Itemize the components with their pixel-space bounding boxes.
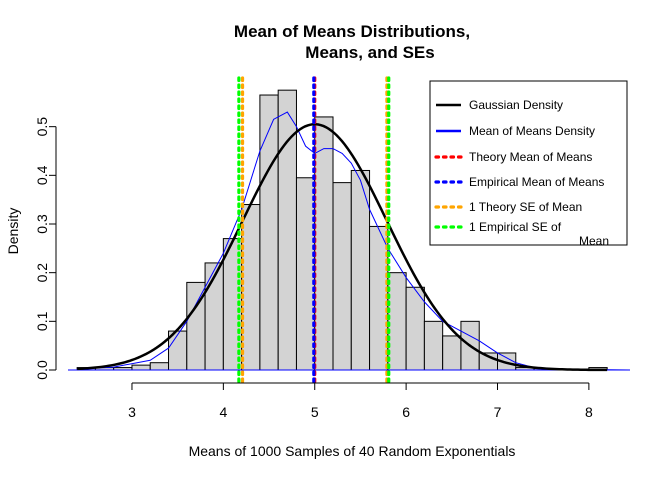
x-tick-label-2: 5	[311, 404, 319, 420]
histogram-bar-4	[149, 362, 170, 371]
legend: Gaussian Density Mean of Means Density The…	[429, 80, 628, 248]
legend-label-3: Empirical Mean of Means	[469, 175, 604, 189]
histogram-bar-18	[405, 286, 425, 371]
histogram-bar-10	[259, 94, 279, 371]
legend-label-5-line2: Mean	[579, 234, 609, 248]
histogram-bar-16	[369, 225, 389, 371]
x-tick-label-0: 3	[128, 404, 136, 420]
x-tick-label-3: 6	[402, 404, 410, 420]
histogram-bar-12	[295, 177, 316, 371]
legend-label-4: 1 Theory SE of Mean	[469, 200, 582, 214]
histogram-bar-17	[387, 272, 407, 371]
axes-layer: 3 4 5 6 7 8 0.0 0.1 0.2 0.3 0.4 0.5	[34, 117, 593, 420]
y-tick-label-3: 0.3	[34, 214, 50, 234]
histogram-bar-14	[332, 182, 352, 371]
histogram-bar-3	[131, 364, 151, 371]
histogram-bar-20	[442, 335, 462, 371]
x-tick-label-4: 7	[494, 404, 502, 420]
y-tick-label-5: 0.5	[34, 117, 50, 137]
y-tick-label-0: 0.0	[34, 360, 50, 380]
y-tick-label-4: 0.4	[34, 165, 50, 185]
chart-title-line1: Mean of Means Distributions,	[234, 22, 470, 41]
x-tick-label-5: 8	[585, 404, 593, 420]
legend-label-0: Gaussian Density	[469, 98, 563, 112]
histogram-bar-9	[241, 204, 261, 371]
legend-label-1: Mean of Means Density	[469, 124, 595, 138]
legend-label-2: Theory Mean of Means	[469, 150, 592, 164]
y-axis-label: Density	[5, 208, 21, 255]
x-tick-label-1: 4	[219, 404, 227, 420]
histogram-bar-11	[277, 89, 297, 371]
plot-layer	[68, 76, 631, 386]
legend-label-5: 1 Empirical SE of	[469, 220, 562, 234]
x-axis-label: Means of 1000 Samples of 40 Random Expon…	[189, 443, 516, 459]
chart-title-line2: Means, and SEs	[305, 43, 434, 62]
histogram-bar-13	[314, 116, 334, 371]
histogram-bar-19	[423, 320, 444, 371]
gaussian-density-line	[77, 123, 608, 372]
mean-of-means-density-line	[77, 111, 631, 371]
legend-box	[429, 80, 628, 246]
y-tick-label-1: 0.1	[34, 311, 50, 331]
y-tick-label-2: 0.2	[34, 263, 50, 283]
